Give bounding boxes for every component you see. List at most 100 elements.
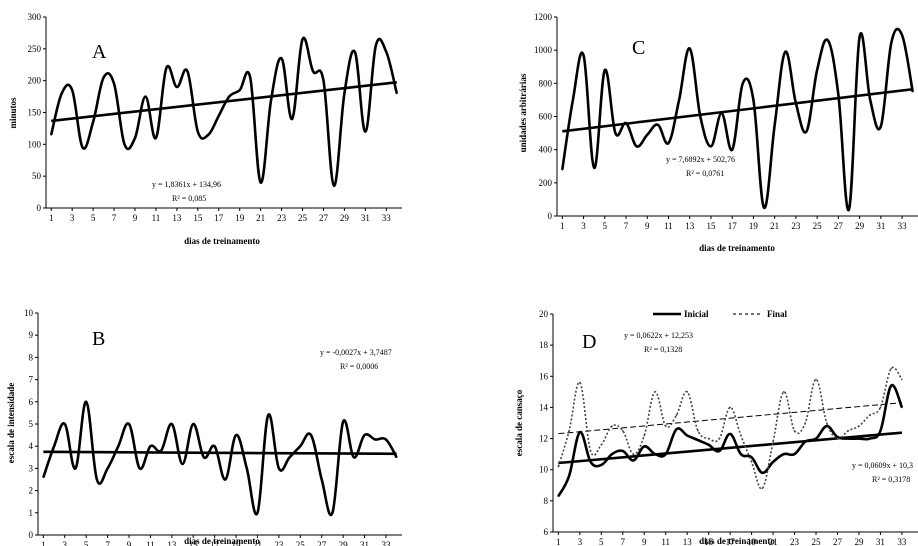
x-tick-label: 1 (41, 540, 46, 546)
data-point (614, 132, 617, 134)
data-point (299, 445, 302, 448)
data-point (718, 450, 721, 452)
x-tick-label: 29 (339, 540, 349, 546)
x-tick-label: 21 (769, 537, 778, 546)
data-point (710, 145, 712, 148)
data-point (763, 206, 765, 209)
x-tick-label: 13 (685, 221, 695, 231)
data-point (742, 82, 744, 85)
data-point (664, 453, 667, 455)
data-point (144, 95, 147, 98)
data-point (322, 79, 325, 82)
data-point (611, 425, 613, 427)
data-point (310, 434, 312, 436)
data-point (235, 434, 237, 436)
data-point (123, 143, 126, 146)
y-tick-label: 9 (29, 330, 34, 340)
x-tick-label: 23 (791, 221, 801, 231)
data-point (186, 70, 189, 72)
data-point (646, 133, 649, 136)
data-point (363, 434, 366, 436)
y-tick-label: 400 (539, 145, 553, 155)
x-tick-label: 5 (91, 213, 96, 223)
y-tick-label: 1000 (534, 45, 553, 55)
y-tick-label: 600 (539, 112, 553, 122)
x-tick-label: 33 (381, 540, 391, 546)
trend-line (43, 450, 397, 456)
legend-label-inicial: Inicial (684, 309, 709, 319)
y-axis-label: escala de intensidade (6, 383, 16, 464)
x-tick-label: 17 (214, 213, 224, 223)
trend-line-final (558, 402, 902, 435)
x-tick-label: 13 (167, 540, 177, 546)
y-tick-label: 3 (29, 463, 34, 473)
x-tick-label: 15 (706, 221, 716, 231)
data-point (603, 69, 606, 71)
data-point (92, 121, 94, 123)
data-point (128, 423, 130, 425)
data-point (621, 450, 624, 452)
panel-letter: D (582, 331, 596, 353)
data-point (561, 168, 564, 171)
data-point (729, 406, 731, 409)
data-point (395, 456, 398, 459)
data-point (731, 148, 733, 151)
data-point (203, 456, 205, 459)
x-tick-label: 19 (235, 213, 245, 223)
data-point (718, 437, 721, 440)
data-point (697, 429, 699, 432)
data-point (804, 440, 807, 443)
data-point (837, 94, 840, 96)
y-tick-label: 50 (32, 171, 42, 181)
data-point (579, 381, 581, 384)
data-point (836, 437, 839, 440)
data-point (675, 428, 678, 431)
data-point (165, 67, 168, 69)
x-tick-label: 29 (855, 221, 865, 231)
data-point (259, 181, 262, 184)
data-point (654, 453, 656, 455)
y-tick-label: 6 (29, 397, 34, 407)
data-point (96, 478, 98, 481)
data-point (600, 464, 603, 466)
panel-letter: C (632, 37, 645, 59)
data-point (160, 449, 162, 452)
y-tick-label: 7 (29, 375, 34, 385)
data-point (568, 475, 570, 477)
data-point (911, 90, 914, 93)
data-point (761, 487, 764, 490)
data-point (375, 44, 377, 47)
data-point (385, 438, 387, 441)
legend-label-final: Final (767, 309, 788, 319)
trend-equation: y = 0,0622x + 12,253 (624, 331, 693, 340)
data-point (836, 436, 839, 438)
y-tick-label: 20 (539, 309, 549, 319)
data-point (572, 99, 574, 101)
data-point (270, 98, 272, 101)
data-point (643, 445, 646, 448)
data-point (868, 414, 871, 417)
data-point (342, 420, 344, 423)
data-point (686, 391, 688, 393)
data-point (374, 438, 377, 441)
trend-equation: y = 7,6892x + 502,76 (666, 155, 735, 164)
x-tick-label: 21 (253, 540, 262, 546)
data-point (63, 423, 66, 425)
data-point (879, 429, 882, 432)
y-tick-label: 150 (28, 108, 42, 118)
y-tick-label: 14 (539, 402, 549, 412)
data-point (890, 384, 892, 387)
data-point (312, 70, 314, 72)
data-point (678, 99, 680, 101)
data-point (600, 444, 603, 446)
trend-line (51, 81, 397, 123)
y-tick-label: 0 (37, 203, 42, 213)
data-point (149, 445, 152, 448)
data-point (207, 133, 210, 136)
data-point (288, 456, 291, 459)
data-point (707, 444, 710, 446)
x-tick-label: 31 (361, 213, 370, 223)
